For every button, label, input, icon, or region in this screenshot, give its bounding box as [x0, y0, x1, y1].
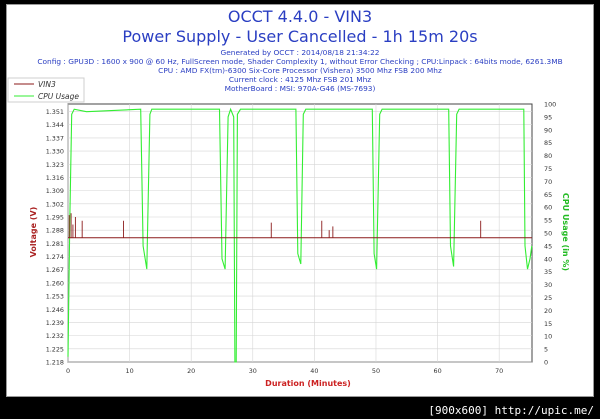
y-axis-label-right: CPU Usage (in %)	[561, 193, 570, 271]
x-tick-label: 20	[187, 367, 195, 375]
y-tick-label-right: 60	[544, 204, 552, 212]
y-tick-label-right: 25	[544, 294, 552, 302]
x-axis: 0 10 20 30 40 50 60 70	[66, 367, 503, 375]
y-tick-label-left: 1.246	[46, 306, 64, 314]
y-tick-label-left: 1.302	[46, 200, 64, 208]
x-tick-label: 60	[434, 367, 442, 375]
y-tick-label-right: 80	[544, 152, 552, 160]
x-tick-label: 70	[495, 367, 503, 375]
y-tick-label-left: 1.281	[46, 240, 64, 248]
y-tick-label-right: 100	[544, 101, 556, 109]
x-tick-label: 40	[310, 367, 318, 375]
y-tick-label-right: 50	[544, 230, 552, 238]
y-tick-label-left: 1.239	[46, 319, 64, 327]
y-tick-label-right: 95	[544, 113, 552, 121]
cpu-line: CPU : AMD FX(tm)-6300 Six-Core Processor…	[158, 66, 442, 75]
cpu-usage-line	[67, 107, 533, 363]
y-tick-label-right: 20	[544, 307, 552, 315]
clock-line: Current clock : 4125 Mhz FSB 201 Mhz	[228, 75, 372, 84]
y-tick-label-left: 1.232	[46, 332, 64, 340]
y-axis-left: 1.218 1.225 1.232 1.239 1.246 1.253 1.260 1.267…	[46, 108, 64, 366]
y-axis-right: 0 5 10 15 20 25 30 35 40 45 50 55 60 65 70 75 80 85 90 95 10…	[544, 101, 556, 367]
generated-line: Generated by OCCT : 2014/08/18 21:34:22	[220, 48, 380, 57]
y-tick-label-left: 1.323	[46, 161, 64, 169]
y-tick-label-left: 1.316	[46, 174, 64, 182]
x-tick-label: 0	[66, 367, 70, 375]
chart-subtitle: Power Supply - User Cancelled - 1h 15m 2…	[122, 27, 478, 46]
legend-label-cpu: CPU Usage	[38, 92, 79, 101]
y-tick-label-left: 1.260	[46, 279, 64, 287]
x-tick-label: 30	[249, 367, 257, 375]
y-tick-label-right: 30	[544, 281, 552, 289]
motherboard-line: MotherBoard : MSI: 970A-G46 (MS-7693)	[224, 84, 376, 93]
y-tick-label-right: 55	[544, 217, 552, 225]
y-tick-label-left: 1.330	[46, 148, 64, 156]
y-tick-label-left: 1.267	[46, 266, 64, 274]
y-tick-label-right: 70	[544, 178, 552, 186]
y-tick-label-right: 45	[544, 242, 552, 250]
config-line: Config : GPU3D : 1600 x 900 @ 60 Hz, Ful…	[37, 57, 563, 66]
y-tick-label-right: 40	[544, 255, 552, 263]
y-tick-label-right: 65	[544, 191, 552, 199]
y-tick-label-right: 85	[544, 139, 552, 147]
legend: VIN3 CPU Usage	[7, 77, 85, 103]
x-tick-label: 50	[372, 367, 380, 375]
y-tick-label-right: 35	[544, 268, 552, 276]
y-tick-label-left: 1.253	[46, 293, 64, 301]
y-tick-label-left: 1.288	[46, 227, 64, 235]
y-axis-label-left: Voltage (V)	[29, 207, 38, 258]
y-tick-label-left: 1.225	[46, 345, 64, 353]
legend-label-vin3: VIN3	[38, 80, 56, 89]
x-axis-label: Duration (Minutes)	[265, 379, 351, 388]
plot-area	[67, 103, 533, 363]
y-tick-label-left: 1.344	[46, 121, 64, 129]
y-tick-label-right: 0	[544, 359, 548, 367]
y-tick-label-left: 1.218	[46, 359, 64, 367]
chart-title: OCCT 4.4.0 - VIN3	[227, 7, 373, 26]
y-tick-label-right: 75	[544, 165, 552, 173]
y-tick-label-left: 1.274	[46, 253, 64, 261]
y-tick-label-right: 90	[544, 126, 552, 134]
footer-watermark: [900x600] http://upic.me/	[428, 404, 594, 417]
y-tick-label-right: 5	[544, 346, 548, 354]
y-tick-label-left: 1.309	[46, 187, 64, 195]
y-tick-label-left: 1.351	[46, 108, 64, 116]
series-layer	[67, 107, 533, 363]
y-tick-label-left: 1.295	[46, 213, 64, 221]
y-tick-label-right: 15	[544, 320, 552, 328]
x-tick-label: 10	[126, 367, 134, 375]
y-tick-label-left: 1.337	[46, 134, 64, 142]
y-tick-label-right: 10	[544, 333, 552, 341]
legend-box	[7, 77, 85, 103]
